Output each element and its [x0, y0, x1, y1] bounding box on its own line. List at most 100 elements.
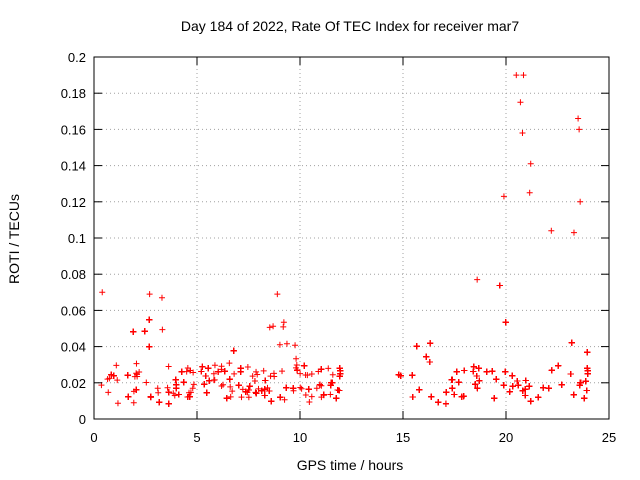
data-point: [268, 398, 275, 405]
data-point: [156, 399, 163, 406]
data-point: [493, 376, 500, 383]
data-point: [475, 365, 482, 372]
data-point: [227, 383, 234, 390]
data-point: [205, 365, 212, 372]
data-point: [292, 342, 299, 349]
data-point: [253, 390, 260, 397]
data-point: [513, 72, 520, 79]
data-point: [583, 387, 590, 394]
data-point: [333, 395, 340, 402]
data-point: [458, 393, 465, 400]
data-point: [261, 386, 268, 393]
x-tick-label: 0: [90, 430, 97, 445]
data-point: [304, 372, 311, 379]
data-point: [218, 363, 225, 370]
data-point: [253, 368, 260, 375]
data-point: [316, 381, 323, 388]
data-point: [245, 386, 252, 393]
data-point: [336, 365, 343, 372]
data-point: [246, 383, 253, 390]
axis-ticks: 0 5 10 15 20 25 0 0.02 0.04 0.06 0.08 0.1 0.12 0.14 0.…: [61, 50, 617, 445]
data-point: [227, 393, 234, 400]
data-point: [302, 392, 309, 399]
data-point: [327, 391, 334, 398]
data-point: [178, 368, 185, 375]
data-point: [261, 392, 268, 399]
data-point: [489, 368, 496, 375]
x-tick-label: 25: [602, 430, 616, 445]
data-point: [428, 393, 435, 400]
data-point: [164, 384, 171, 391]
plot-frame: [93, 56, 610, 420]
data-point: [409, 393, 416, 400]
data-point: [210, 370, 217, 377]
data-point: [426, 358, 433, 365]
data-point: [506, 388, 513, 395]
data-point: [496, 282, 503, 289]
data-point: [413, 343, 420, 350]
data-point: [113, 362, 120, 369]
data-point: [105, 389, 112, 396]
data-point: [171, 392, 178, 399]
data-point: [262, 377, 269, 384]
data-point: [318, 382, 325, 389]
data-point: [143, 379, 150, 386]
data-point: [502, 368, 509, 375]
data-point: [318, 366, 325, 373]
data-point: [509, 372, 516, 379]
data-point: [180, 379, 187, 386]
data-point: [146, 343, 153, 350]
data-point: [476, 377, 483, 384]
data-point: [244, 364, 251, 371]
data-point: [301, 362, 308, 369]
data-point: [526, 383, 533, 390]
data-point: [577, 198, 584, 205]
data-point: [449, 385, 456, 392]
data-point: [159, 326, 166, 333]
x-tick-label: 5: [193, 430, 200, 445]
data-point: [577, 379, 584, 386]
data-point: [297, 370, 304, 377]
data-point: [328, 379, 335, 386]
data-point: [519, 130, 526, 137]
data-point: [231, 370, 238, 377]
x-tick-label: 10: [293, 430, 307, 445]
data-point: [242, 388, 249, 395]
data-point: [584, 349, 591, 356]
data-point: [576, 126, 583, 133]
data-point: [448, 376, 455, 383]
data-point: [229, 388, 236, 395]
data-point: [522, 392, 529, 399]
data-point: [158, 294, 165, 301]
data-point: [329, 371, 336, 378]
data-point: [453, 368, 460, 375]
data-point: [198, 368, 205, 375]
data-point: [136, 368, 143, 375]
data-point: [235, 382, 242, 389]
data-point: [280, 323, 287, 330]
data-point: [146, 316, 153, 323]
data-point: [258, 387, 265, 394]
data-point: [251, 378, 258, 385]
data-point: [526, 189, 533, 196]
data-point: [474, 385, 481, 392]
data-points: [98, 72, 591, 407]
data-point: [270, 370, 277, 377]
data-point: [520, 72, 527, 79]
data-point: [455, 379, 462, 386]
data-point: [443, 389, 450, 396]
data-point: [223, 395, 230, 402]
data-point: [199, 363, 206, 370]
data-point: [108, 371, 115, 378]
data-point: [99, 289, 106, 296]
data-point: [483, 368, 490, 375]
data-point: [395, 371, 402, 378]
data-point: [165, 363, 172, 370]
y-tick-label: 0.06: [61, 303, 86, 318]
data-point: [255, 385, 262, 392]
data-point: [336, 373, 343, 380]
data-point: [130, 399, 137, 406]
data-point: [249, 373, 256, 380]
data-point: [266, 324, 273, 331]
